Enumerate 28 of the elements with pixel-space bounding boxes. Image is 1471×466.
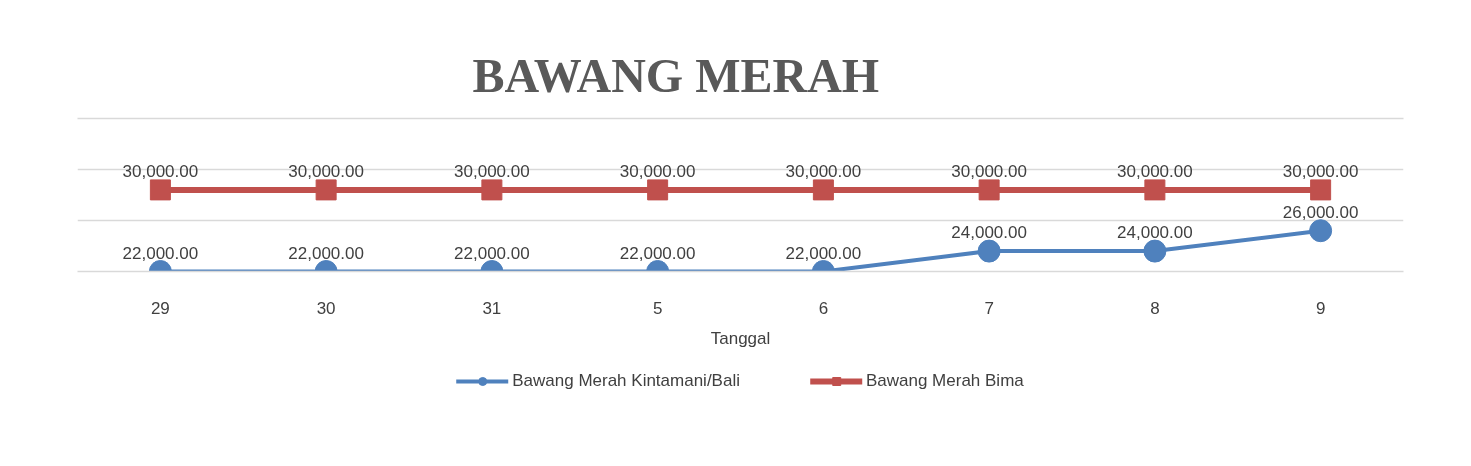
data-label: 24,000.00 [951, 223, 1027, 243]
data-label: 22,000.00 [619, 243, 696, 263]
data-label: 24,000.00 [1117, 223, 1193, 243]
data-label: 30,000.00 [1117, 161, 1193, 181]
x-tick-label: 30 [316, 298, 336, 318]
data-label: 22,000.00 [122, 243, 199, 263]
data-label: 30,000.00 [951, 161, 1027, 181]
chart-title: BAWANG MERAH [472, 48, 880, 102]
data-label: 22,000.00 [288, 243, 364, 263]
x-tick-label: 9 [1315, 298, 1326, 318]
data-label: 22,000.00 [785, 243, 862, 263]
x-tick-label: 31 [482, 298, 502, 318]
x-axis-title: Tanggal [710, 328, 771, 348]
legend-label: Bawang Merah Bima [865, 371, 1024, 391]
x-tick-label: 8 [1150, 298, 1160, 318]
x-tick-label: 6 [818, 298, 829, 318]
x-tick-label: 5 [652, 298, 663, 318]
x-tick-label: 29 [150, 298, 170, 318]
legend-label: Bawang Merah Kintamani/Bali [512, 371, 740, 391]
x-tick-label: 7 [984, 298, 994, 318]
data-label: 30,000.00 [288, 161, 364, 181]
data-label: 30,000.00 [454, 161, 530, 181]
data-label: 26,000.00 [1282, 202, 1359, 222]
data-label: 30,000.00 [619, 161, 696, 181]
data-label: 30,000.00 [1282, 161, 1359, 181]
data-label: 22,000.00 [454, 243, 530, 263]
data-label: 30,000.00 [122, 161, 199, 181]
data-label: 30,000.00 [785, 161, 862, 181]
